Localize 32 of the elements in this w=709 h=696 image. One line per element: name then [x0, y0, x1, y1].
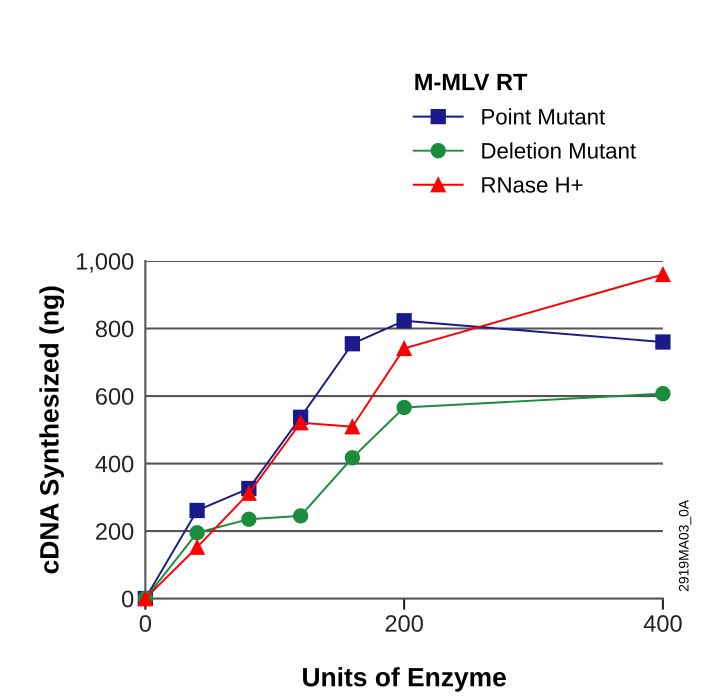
y-tick-label: 400 [95, 456, 134, 472]
text: 2919MA03_0A [678, 500, 692, 592]
point [241, 512, 256, 527]
y-axis-title: cDNA Synthesized (ng) [39, 286, 64, 574]
legend-label: Deletion Mutant [482, 142, 636, 159]
y-tick-label: 800 [96, 320, 134, 338]
y-tick-label: 200 [96, 523, 134, 540]
point [396, 313, 412, 328]
point [189, 502, 205, 518]
point [344, 419, 360, 434]
point [655, 334, 671, 350]
y-tick-label: 0 [122, 590, 134, 608]
point [396, 400, 412, 416]
point [344, 336, 360, 352]
point [241, 486, 256, 501]
x-tick-label: 200 [386, 615, 423, 632]
y-tick-label: 1,000 [76, 253, 134, 273]
point [189, 525, 205, 540]
point [292, 415, 308, 430]
point [292, 508, 308, 524]
legend-title: M-MLV RT [415, 74, 528, 90]
x-tick-label: 400 [644, 615, 682, 632]
x-axis-title: Units of Enzyme [303, 667, 506, 692]
point [655, 386, 671, 402]
legend-label: RNase H+ [482, 177, 582, 193]
point [189, 540, 205, 555]
legend-label: Point Mutant [482, 108, 606, 125]
point [396, 340, 412, 356]
x-tick-label: 0 [140, 615, 151, 632]
y-tick-label: 600 [96, 388, 134, 405]
point [344, 450, 360, 466]
point [655, 266, 671, 282]
